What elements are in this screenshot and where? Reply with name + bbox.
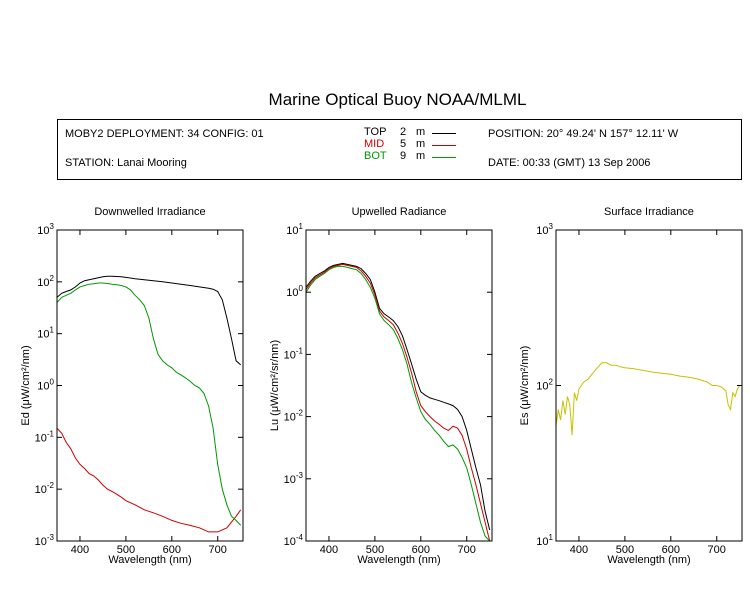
- x-tick-label: 600: [163, 544, 181, 556]
- y-tick-label: 10-2: [284, 409, 304, 424]
- legend-line-top: [432, 133, 456, 134]
- x-tick-label: 400: [570, 544, 588, 556]
- date-text: DATE: 00:33 (GMT) 13 Sep 2006: [488, 157, 651, 169]
- y-tick-label: 103: [536, 222, 553, 237]
- y-tick-label: 102: [536, 378, 553, 393]
- series-line-mid: [57, 427, 242, 533]
- y-tick-label: 10-3: [35, 533, 55, 548]
- y-axis-label: Es (μW/cm²/nm): [519, 346, 531, 426]
- legend-label-top: TOP: [364, 126, 387, 138]
- legend-unit-mid: m: [416, 138, 426, 150]
- plot-frame: [305, 229, 493, 542]
- series-line-bot: [57, 282, 242, 526]
- legend-unit-bot: m: [416, 150, 426, 162]
- x-tick-label: 400: [71, 544, 89, 556]
- series-line-mid: [306, 263, 491, 541]
- x-tick-label: 500: [366, 544, 384, 556]
- y-tick-label: 100: [286, 284, 303, 299]
- plot-frame: [56, 229, 244, 542]
- legend-depth-top: 2: [400, 126, 407, 138]
- y-tick-label: 10-4: [284, 533, 304, 548]
- legend-unit-top: m: [416, 126, 426, 138]
- chart-title: Upwelled Radiance: [352, 206, 447, 218]
- chart-title: Downwelled Irradiance: [94, 206, 205, 218]
- x-tick-label: 600: [412, 544, 430, 556]
- deployment-text: MOBY2 DEPLOYMENT: 34 CONFIG: 01: [65, 128, 264, 140]
- series-line-top: [306, 262, 491, 531]
- chart-3: Surface Irradiance 400 500 600 700 101 102 103 W…: [519, 206, 743, 566]
- series-line-es: [556, 362, 741, 436]
- x-tick-label: 600: [662, 544, 680, 556]
- y-tick-label: 101: [536, 533, 553, 548]
- y-axis-label: Lu (μW/cm²/sr/nm): [269, 340, 281, 431]
- series-line-top: [57, 275, 242, 366]
- legend-line-mid: [432, 145, 456, 146]
- position-text: POSITION: 20° 49.24' N 157° 12.11' W: [488, 128, 679, 140]
- y-tick-label: 103: [37, 222, 54, 237]
- x-tick-label: 500: [616, 544, 634, 556]
- y-tick-label: 102: [37, 274, 54, 289]
- legend-depth-bot: 9: [400, 150, 407, 162]
- y-tick-label: 10-1: [35, 429, 55, 444]
- x-tick-label: 500: [117, 544, 135, 556]
- x-axis-label: Wavelength (nm): [357, 554, 440, 566]
- x-axis-label: Wavelength (nm): [607, 554, 690, 566]
- x-tick-label: 700: [458, 544, 476, 556]
- x-tick-label: 400: [320, 544, 338, 556]
- legend-label-bot: BOT: [364, 150, 387, 162]
- station-text: STATION: Lanai Mooring: [65, 157, 187, 169]
- legend-depth-mid: 5: [400, 138, 407, 150]
- legend-line-bot: [432, 157, 456, 158]
- y-tick-label: 101: [37, 326, 54, 341]
- x-axis-label: Wavelength (nm): [108, 554, 191, 566]
- y-tick-label: 100: [37, 378, 54, 393]
- x-tick-label: 700: [209, 544, 227, 556]
- y-axis-label: Ed (μW/cm²/nm): [20, 345, 32, 425]
- y-tick-label: 10-2: [35, 481, 55, 496]
- legend-label-mid: MID: [364, 138, 385, 150]
- series-line-bot: [306, 265, 491, 541]
- y-tick-label: 101: [286, 222, 303, 237]
- chart-title: Surface Irradiance: [604, 206, 694, 218]
- info-box: MOBY2 DEPLOYMENT: 34 CONFIG: 01 STATION:…: [57, 119, 742, 180]
- x-tick-label: 700: [708, 544, 726, 556]
- chart-2: Upwelled Radiance 400 500 600 700 10-4 10-3 10-…: [269, 206, 493, 566]
- y-tick-label: 10-3: [284, 471, 304, 486]
- page-title: Marine Optical Buoy NOAA/MLML: [268, 90, 527, 109]
- y-tick-label: 10-1: [284, 346, 304, 361]
- chart-1: Downwelled Irradiance 400 500 600 700 10-3 10-…: [20, 206, 244, 566]
